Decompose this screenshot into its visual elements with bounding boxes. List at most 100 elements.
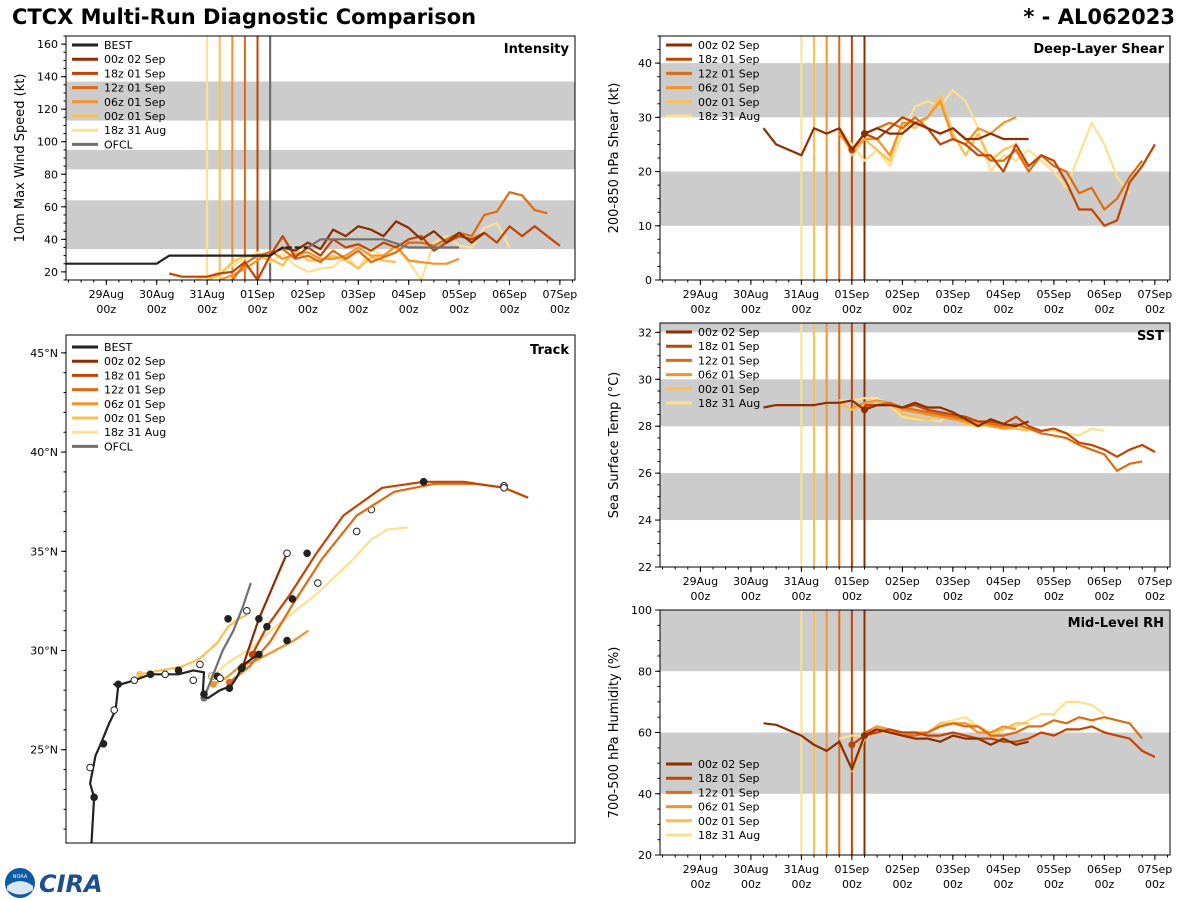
sst-xtick-day-label: 31Aug [784, 575, 819, 588]
sst-xtick-day-label: 04Sep [986, 575, 1021, 588]
track-series-start [136, 670, 144, 678]
track-series-line [211, 526, 408, 678]
intensity-ytick-label: 100 [37, 136, 58, 149]
shear-ytick-label: 20 [638, 166, 652, 179]
intensity-ofcl-line [307, 238, 460, 249]
track-best-filled-marker [114, 680, 123, 689]
rh-xtick-day-label: 31Aug [784, 863, 819, 876]
shear-xtick-day-label: 02Sep [885, 288, 920, 301]
intensity-panel: 20 40 60 80 100 120 140 160 29Aug 00z 30Aug 00z 31Au… [13, 35, 578, 316]
track-best-filled-marker [99, 739, 108, 748]
sst-xtick-day-label: 03Sep [936, 575, 971, 588]
track-best-open-marker [189, 676, 198, 685]
rh-xtick-hour-label: 00z [1094, 878, 1114, 891]
intensity-series-line [169, 225, 561, 280]
intensity-xtick-hour-label: 00z [399, 303, 419, 316]
rh-band [660, 610, 1170, 672]
rh-xtick-day-label: 03Sep [936, 863, 971, 876]
track-open-marker [243, 607, 251, 615]
shear-ytick-label: 0 [645, 274, 652, 287]
rh-xtick-hour-label: 00z [691, 878, 711, 891]
intensity-best-forecast-line [269, 246, 308, 257]
rh-panel: 20 40 60 80 100 29Aug 00z 30Aug 00z 31Aug 00z 01Sep… [607, 604, 1172, 891]
shear-band [660, 171, 1170, 226]
intensity-series-line [257, 220, 485, 257]
shear-xtick-day-label: 04Sep [986, 288, 1021, 301]
sst-ytick-label: 22 [638, 561, 652, 574]
rh-xtick-day-label: 04Sep [986, 863, 1021, 876]
rh-xtick-hour-label: 00z [892, 878, 912, 891]
sst-xtick-day-label: 29Aug [683, 575, 718, 588]
shear-legend-label: 18z 31 Aug [698, 110, 760, 123]
intensity-xtick-hour-label: 00z [500, 303, 520, 316]
intensity-ytick-label: 60 [44, 201, 58, 214]
track-best-filled-marker [200, 690, 208, 698]
intensity-legend-label: 00z 02 Sep [104, 53, 166, 66]
intensity-xtick-day-label: 31Aug [189, 288, 224, 301]
intensity-series-line [219, 244, 460, 280]
intensity-legend-label: 06z 01 Sep [104, 96, 166, 109]
shear-xtick-hour-label: 00z [741, 303, 761, 316]
shear-ytick-label: 40 [638, 57, 652, 70]
track-plot [86, 478, 529, 843]
sst-ytick-label: 26 [638, 467, 652, 480]
track-filled-marker [419, 478, 428, 486]
rh-ytick-label: 80 [638, 665, 652, 678]
sst-xtick-hour-label: 00z [892, 590, 912, 603]
rh-legend-label: 12z 01 Sep [698, 786, 760, 799]
track-filled-marker [283, 636, 291, 645]
track-lat-label: 25°N [30, 744, 58, 757]
track-legend-label: OFCL [104, 440, 134, 453]
intensity-legend-label: 12z 01 Sep [104, 82, 166, 95]
intensity-xtick-hour-label: 00z [550, 303, 570, 316]
sst-ytick-label: 30 [638, 373, 652, 386]
intensity-xtick-day-label: 07Sep [543, 288, 578, 301]
sst-plot [763, 323, 1156, 567]
track-legend-label: 12z 01 Sep [104, 384, 166, 397]
rh-legend-label: 18z 01 Sep [698, 772, 760, 785]
track-filled-marker [288, 595, 297, 603]
track-legend-label: 00z 02 Sep [104, 355, 166, 368]
shear-xtick-hour-label: 00z [1044, 303, 1064, 316]
intensity-xtick-day-label: 02Sep [291, 288, 326, 301]
sst-series-line [851, 399, 1017, 430]
track-legend-label: BEST [104, 341, 132, 354]
shear-title: Deep-Layer Shear [1033, 42, 1164, 57]
rh-xtick-day-label: 30Aug [733, 863, 768, 876]
shear-series-point [861, 130, 869, 138]
shear-series-line [762, 121, 1029, 157]
shear-xtick-hour-label: 00z [791, 303, 811, 316]
sst-xtick-day-label: 01Sep [835, 575, 870, 588]
sst-xtick-hour-label: 00z [993, 590, 1013, 603]
sst-legend-label: 18z 01 Sep [698, 340, 760, 353]
shear-legend-label: 12z 01 Sep [698, 67, 760, 80]
track-series-line [212, 629, 310, 686]
intensity-ytick-label: 20 [44, 266, 58, 279]
sst-ytick-label: 28 [638, 420, 652, 433]
rh-xtick-day-label: 07Sep [1137, 863, 1172, 876]
sst-ytick-label: 24 [638, 514, 652, 527]
shear-plot [762, 36, 1156, 280]
sst-title: SST [1137, 329, 1164, 344]
page-title: CTCX Multi-Run Diagnostic Comparison [12, 5, 477, 29]
noaa-badge-text: NOAA [13, 874, 28, 880]
cira-logo: NOAA CIRA [5, 868, 103, 898]
track-legend-label: 06z 01 Sep [104, 398, 166, 411]
rh-series-point [861, 732, 869, 740]
track-legend-label: 00z 01 Sep [104, 412, 166, 425]
rh-xtick-day-label: 01Sep [835, 863, 870, 876]
intensity-legend-label: BEST [104, 39, 132, 52]
rh-ylabel: 700-500 hPa Humidity (%) [607, 647, 622, 819]
track-lat-label: 30°N [30, 645, 58, 658]
track-best-open-marker [216, 674, 224, 683]
shear-series-line [838, 99, 1017, 157]
sst-xtick-hour-label: 00z [1094, 590, 1114, 603]
shear-xtick-day-label: 29Aug [683, 288, 718, 301]
shear-xtick-hour-label: 00z [1094, 303, 1114, 316]
intensity-xtick-day-label: 05Sep [442, 288, 477, 301]
shear-series-line [838, 94, 1030, 173]
intensity-xtick-day-label: 03Sep [341, 288, 376, 301]
intensity-ytick-label: 140 [37, 71, 58, 84]
shear-xtick-hour-label: 00z [842, 303, 862, 316]
